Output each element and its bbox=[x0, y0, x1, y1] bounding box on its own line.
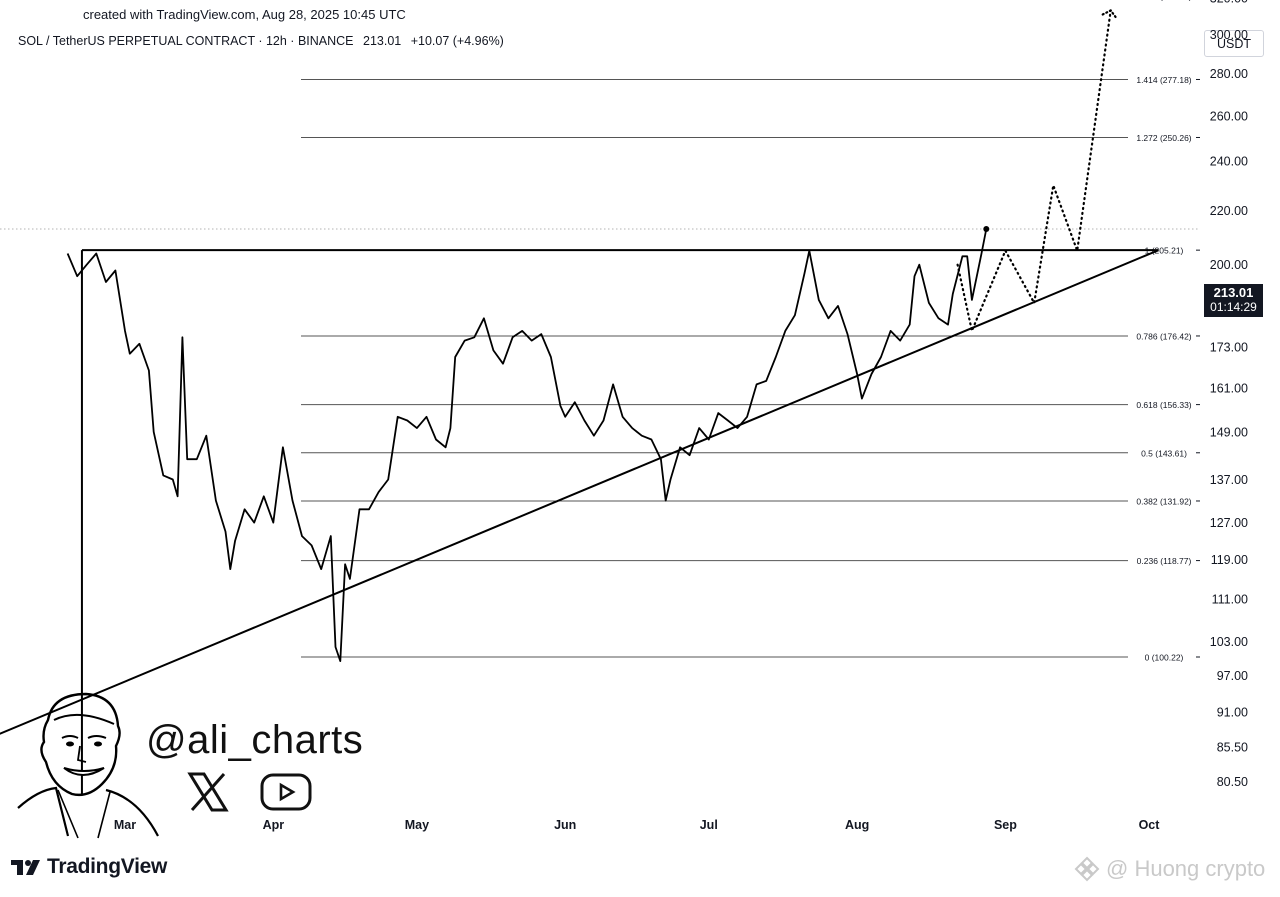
y-tick-label: 85.50 bbox=[1217, 741, 1248, 755]
fib-label: 1 (205.21) bbox=[1145, 246, 1184, 256]
y-tick-label: 220.00 bbox=[1210, 204, 1248, 218]
y-tick-label: 91.00 bbox=[1217, 705, 1248, 719]
fib-label: 0.5 (143.61) bbox=[1141, 448, 1187, 458]
watermark-text: @ Huong crypto bbox=[1106, 856, 1266, 881]
fib-label: 1.618 (320.99) bbox=[1136, 0, 1191, 2]
x-tick-label: Jul bbox=[700, 818, 718, 832]
y-tick-label: 119.00 bbox=[1211, 553, 1248, 567]
avatar-sketch-icon bbox=[17, 692, 159, 839]
fib-label: 1.414 (277.18) bbox=[1136, 75, 1191, 85]
symbol-header: SOL / TetherUS PERPETUAL CONTRACT · 12h … bbox=[18, 34, 510, 48]
symbol-name[interactable]: SOL / TetherUS PERPETUAL CONTRACT · 12h … bbox=[18, 34, 354, 48]
current-price-tag: 213.01 01:14:29 bbox=[1204, 284, 1263, 317]
youtube-play-icon bbox=[260, 773, 312, 811]
fib-label: 0 (100.22) bbox=[1145, 652, 1184, 662]
y-tick-label: 103.00 bbox=[1210, 635, 1248, 649]
fib-label: 0.786 (176.42) bbox=[1136, 331, 1191, 341]
y-tick-label: 97.00 bbox=[1217, 669, 1248, 683]
current-price: 213.01 bbox=[1213, 285, 1254, 300]
projection-path bbox=[956, 9, 1112, 335]
reposter-watermark: @ Huong crypto bbox=[1074, 856, 1265, 882]
y-tick-label: 111.00 bbox=[1212, 592, 1248, 606]
price-change: +10.07 (+4.96%) bbox=[410, 34, 504, 48]
x-tick-label: Jun bbox=[554, 818, 576, 832]
x-tick-label: Oct bbox=[1139, 818, 1161, 832]
support-trendline bbox=[0, 249, 1159, 735]
tradingview-brand: TradingView bbox=[11, 855, 167, 879]
x-tick-label: Aug bbox=[845, 818, 869, 832]
y-tick-label: 149.00 bbox=[1210, 425, 1248, 439]
x-logo-icon bbox=[187, 772, 229, 812]
last-price-point bbox=[983, 225, 990, 232]
y-tick-label: 137.00 bbox=[1210, 473, 1248, 487]
author-handle: @ali_charts bbox=[146, 718, 364, 762]
projection-arrowhead bbox=[1101, 9, 1118, 20]
currency-button[interactable]: USDT bbox=[1204, 30, 1264, 57]
fib-label: 0.382 (131.92) bbox=[1136, 496, 1191, 506]
fib-label: 0.236 (118.77) bbox=[1137, 556, 1192, 566]
brand-name: TradingView bbox=[47, 855, 168, 878]
chart-credit: created with TradingView.com, Aug 28, 20… bbox=[83, 7, 406, 22]
tradingview-logo-icon bbox=[11, 860, 40, 875]
y-tick-label: 280.00 bbox=[1210, 67, 1248, 81]
y-tick-label: 127.00 bbox=[1210, 516, 1248, 530]
y-tick-label: 300.00 bbox=[1210, 28, 1248, 42]
y-tick-label: 173.00 bbox=[1210, 341, 1248, 355]
last-price: 213.01 bbox=[363, 34, 402, 48]
y-tick-label: 320.00 bbox=[1210, 0, 1248, 5]
fib-label: 0.618 (156.33) bbox=[1136, 400, 1191, 410]
fib-label: 1.272 (250.26) bbox=[1136, 133, 1191, 143]
y-tick-label: 240.00 bbox=[1210, 155, 1248, 169]
x-tick-label: Sep bbox=[994, 818, 1017, 832]
y-tick-label: 200.00 bbox=[1210, 258, 1248, 272]
price-series-line bbox=[66, 228, 988, 662]
y-tick-label: 260.00 bbox=[1210, 109, 1248, 123]
y-tick-label: 161.00 bbox=[1210, 381, 1248, 395]
x-tick-label: Mar bbox=[114, 818, 136, 832]
x-tick-label: May bbox=[405, 818, 429, 832]
y-tick-label: 80.50 bbox=[1217, 775, 1248, 789]
x-tick-label: Apr bbox=[263, 818, 285, 832]
bar-countdown: 01:14:29 bbox=[1210, 300, 1257, 314]
binance-icon bbox=[1074, 856, 1100, 882]
